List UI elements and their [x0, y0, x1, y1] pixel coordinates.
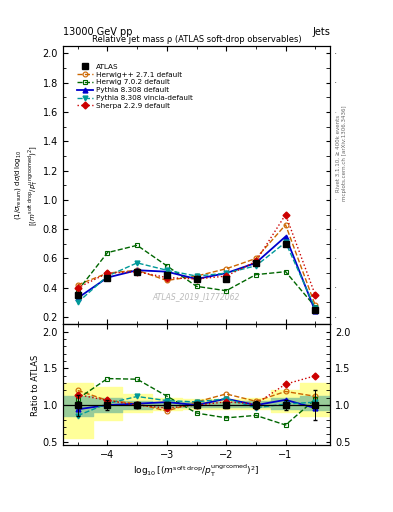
Legend: ATLAS, Herwig++ 2.7.1 default, Herwig 7.0.2 default, Pythia 8.308 default, Pythi: ATLAS, Herwig++ 2.7.1 default, Herwig 7.…	[77, 63, 193, 109]
Text: ATLAS_2019_I1772062: ATLAS_2019_I1772062	[153, 292, 240, 301]
Title: Relative jet mass ρ (ATLAS soft-drop observables): Relative jet mass ρ (ATLAS soft-drop obs…	[92, 35, 301, 44]
Y-axis label: $(1/\sigma_\mathrm{resum})\ \mathrm{d}\sigma/\mathrm{d}\,\log_{10}$
$[(m^\mathrm: $(1/\sigma_\mathrm{resum})\ \mathrm{d}\s…	[13, 145, 40, 226]
Text: Rivet 3.1.10, ≥ 400k events: Rivet 3.1.10, ≥ 400k events	[336, 115, 341, 192]
Text: Jets: Jets	[312, 27, 330, 37]
X-axis label: $\log_{10}[(m^\mathrm{soft\ drop}/p_\mathrm{T}^\mathrm{ungroomed})^2]$: $\log_{10}[(m^\mathrm{soft\ drop}/p_\mat…	[133, 463, 260, 479]
Y-axis label: Ratio to ATLAS: Ratio to ATLAS	[31, 354, 40, 416]
Text: 13000 GeV pp: 13000 GeV pp	[63, 27, 132, 37]
Text: mcplots.cern.ch [arXiv:1306.3436]: mcplots.cern.ch [arXiv:1306.3436]	[342, 106, 347, 201]
